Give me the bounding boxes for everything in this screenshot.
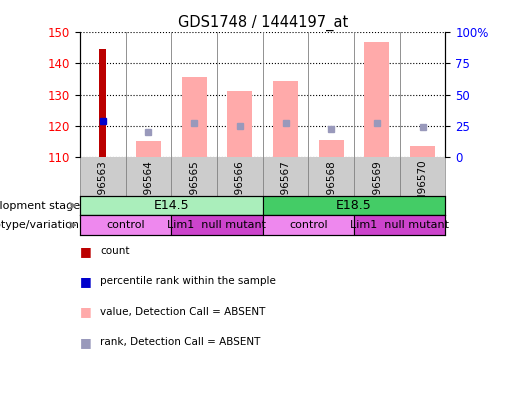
Text: GSM96570: GSM96570 [418,160,427,217]
Title: GDS1748 / 1444197_at: GDS1748 / 1444197_at [178,15,348,31]
Text: control: control [289,220,328,230]
Text: value, Detection Call = ABSENT: value, Detection Call = ABSENT [100,307,266,317]
Text: GSM96568: GSM96568 [326,160,336,217]
Bar [80,215,171,235]
Bar [181,77,207,157]
Text: Lim1  null mutant: Lim1 null mutant [167,220,266,230]
Text: GSM96564: GSM96564 [143,160,153,217]
Bar [319,140,344,157]
Bar [227,92,252,157]
Text: GSM96566: GSM96566 [235,160,245,217]
Text: GSM96567: GSM96567 [281,160,290,217]
Text: Lim1  null mutant: Lim1 null mutant [350,220,449,230]
Text: ■: ■ [80,336,92,349]
Text: genotype/variation: genotype/variation [0,220,80,230]
Bar [171,215,263,235]
Text: ■: ■ [80,245,92,258]
Text: E14.5: E14.5 [153,199,189,212]
Text: development stage: development stage [0,200,80,211]
Bar [99,49,106,157]
Bar [263,196,445,215]
Text: percentile rank within the sample: percentile rank within the sample [100,277,277,286]
Text: rank, Detection Call = ABSENT: rank, Detection Call = ABSENT [100,337,261,347]
Text: count: count [100,246,130,256]
Text: GSM96569: GSM96569 [372,160,382,217]
Text: GSM96565: GSM96565 [189,160,199,217]
Bar [364,42,389,157]
Bar [273,81,298,157]
Bar [263,215,354,235]
Bar [80,196,263,215]
Bar [136,141,161,157]
Text: ■: ■ [80,275,92,288]
Text: E18.5: E18.5 [336,199,372,212]
Text: control: control [106,220,145,230]
Text: GSM96563: GSM96563 [98,160,108,217]
Bar [410,146,435,157]
Bar [354,215,445,235]
Text: ■: ■ [80,305,92,318]
